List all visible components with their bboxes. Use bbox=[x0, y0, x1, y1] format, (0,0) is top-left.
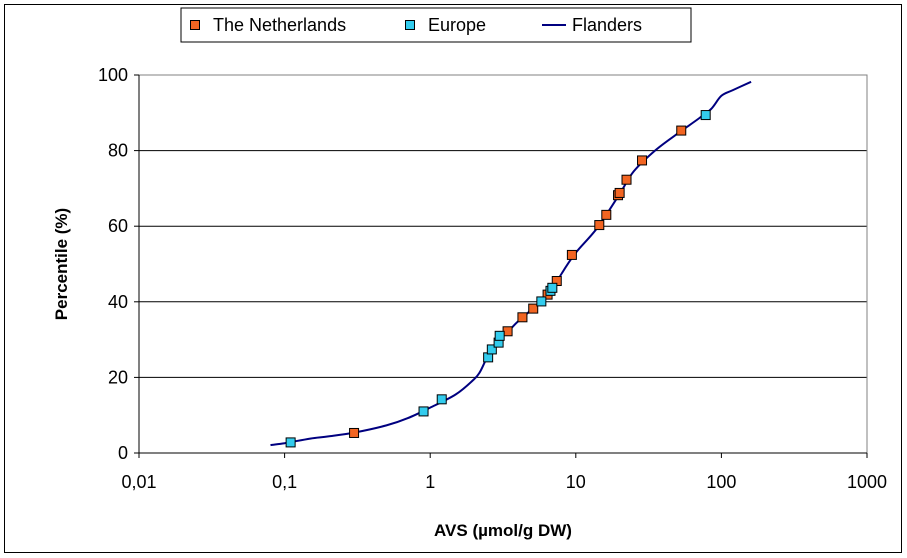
point-the-netherlands bbox=[517, 312, 528, 323]
legend-label: Europe bbox=[428, 15, 486, 35]
point-the-netherlands bbox=[676, 125, 687, 136]
legend-item-europe: Europe bbox=[405, 15, 486, 35]
y-tick-label: 60 bbox=[108, 216, 128, 236]
x-tick-label: 1000 bbox=[847, 472, 887, 492]
point-the-netherlands bbox=[601, 209, 612, 220]
legend-item-the-netherlands: The Netherlands bbox=[190, 15, 346, 35]
y-tick-labels: 0 20 40 60 80 100 bbox=[98, 65, 128, 463]
point-europe bbox=[536, 296, 547, 307]
point-the-netherlands bbox=[621, 174, 632, 185]
x-tick-label: 0,1 bbox=[272, 472, 297, 492]
x-tick-labels: 0,01 0,1 1 10 100 1000 bbox=[121, 472, 887, 492]
legend-marker bbox=[405, 20, 415, 30]
legend-label: Flanders bbox=[572, 15, 642, 35]
x-axis-title: AVS (µmol/g DW) bbox=[434, 521, 572, 540]
chart-frame bbox=[4, 4, 902, 553]
point-europe bbox=[486, 344, 497, 355]
y-axis-title: Percentile (%) bbox=[52, 208, 71, 320]
y-tick-label: 0 bbox=[118, 443, 128, 463]
legend: The Netherlands Europe Flanders bbox=[180, 7, 692, 43]
point-the-netherlands bbox=[566, 249, 577, 260]
series bbox=[270, 80, 752, 448]
legend-items: The Netherlands Europe Flanders bbox=[190, 15, 642, 35]
series-line-flanders bbox=[270, 80, 752, 447]
legend-label: The Netherlands bbox=[213, 15, 346, 35]
x-tick-label: 0,01 bbox=[121, 472, 156, 492]
legend-item-flanders: Flanders bbox=[542, 15, 642, 35]
point-europe bbox=[418, 406, 429, 417]
point-europe bbox=[547, 282, 558, 293]
point-the-netherlands bbox=[637, 155, 648, 166]
legend-box bbox=[180, 7, 692, 43]
x-tick-label: 100 bbox=[706, 472, 736, 492]
plot-area bbox=[138, 74, 868, 454]
legend-marker bbox=[190, 20, 200, 30]
y-tick-label: 100 bbox=[98, 65, 128, 85]
point-the-netherlands bbox=[349, 427, 360, 438]
y-tick-label: 80 bbox=[108, 141, 128, 161]
point-the-netherlands bbox=[528, 303, 539, 314]
point-the-netherlands bbox=[594, 220, 605, 231]
x-tick-label: 10 bbox=[566, 472, 586, 492]
y-tick-label: 40 bbox=[108, 292, 128, 312]
point-europe bbox=[436, 394, 447, 405]
y-tick-label: 20 bbox=[108, 367, 128, 387]
point-europe bbox=[285, 437, 296, 448]
x-tick-label: 1 bbox=[425, 472, 435, 492]
axes bbox=[134, 74, 868, 458]
point-the-netherlands bbox=[614, 187, 625, 198]
point-europe bbox=[700, 110, 711, 121]
point-europe bbox=[494, 330, 505, 341]
